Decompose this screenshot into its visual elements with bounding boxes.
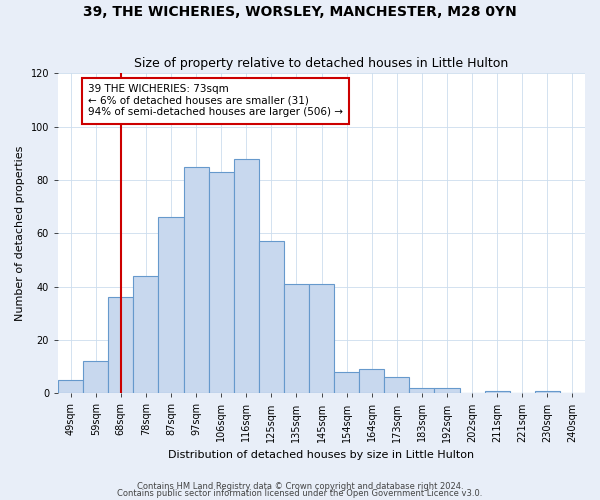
- Text: Contains public sector information licensed under the Open Government Licence v3: Contains public sector information licen…: [118, 489, 482, 498]
- X-axis label: Distribution of detached houses by size in Little Hulton: Distribution of detached houses by size …: [169, 450, 475, 460]
- Bar: [184, 166, 209, 394]
- Bar: [334, 372, 359, 394]
- Bar: [108, 298, 133, 394]
- Bar: [58, 380, 83, 394]
- Bar: [133, 276, 158, 394]
- Text: 39 THE WICHERIES: 73sqm
← 6% of detached houses are smaller (31)
94% of semi-det: 39 THE WICHERIES: 73sqm ← 6% of detached…: [88, 84, 343, 117]
- Bar: [409, 388, 434, 394]
- Bar: [359, 370, 384, 394]
- Y-axis label: Number of detached properties: Number of detached properties: [15, 146, 25, 321]
- Bar: [158, 218, 184, 394]
- Bar: [309, 284, 334, 394]
- Bar: [384, 378, 409, 394]
- Title: Size of property relative to detached houses in Little Hulton: Size of property relative to detached ho…: [134, 56, 509, 70]
- Text: Contains HM Land Registry data © Crown copyright and database right 2024.: Contains HM Land Registry data © Crown c…: [137, 482, 463, 491]
- Bar: [259, 242, 284, 394]
- Bar: [83, 362, 108, 394]
- Bar: [485, 390, 510, 394]
- Bar: [535, 390, 560, 394]
- Bar: [209, 172, 234, 394]
- Bar: [284, 284, 309, 394]
- Text: 39, THE WICHERIES, WORSLEY, MANCHESTER, M28 0YN: 39, THE WICHERIES, WORSLEY, MANCHESTER, …: [83, 5, 517, 19]
- Bar: [434, 388, 460, 394]
- Bar: [234, 158, 259, 394]
